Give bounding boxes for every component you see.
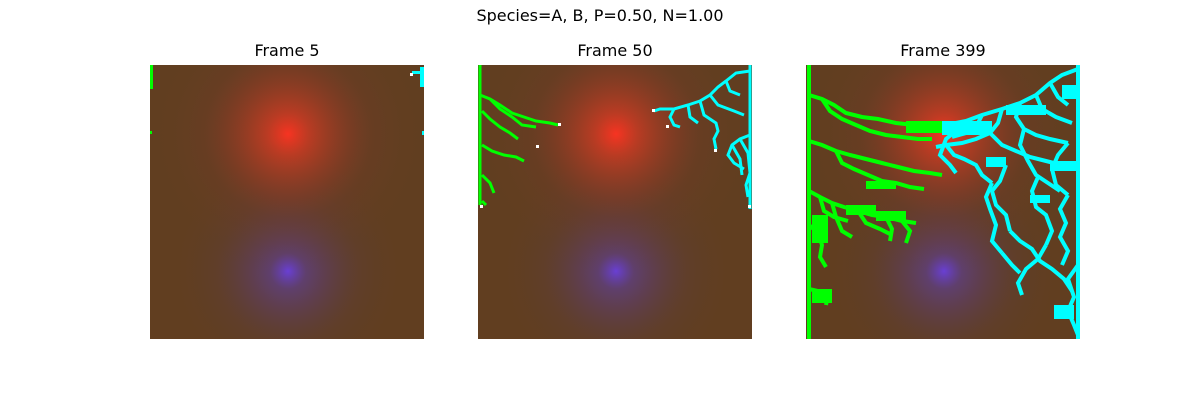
- panel-frame-5-image: [150, 65, 424, 339]
- species-b-colony: [410, 67, 424, 135]
- panel-title-frame-5: Frame 5: [254, 41, 320, 60]
- species-b-colony: [653, 65, 752, 209]
- panel-frame-50-image: [478, 65, 752, 339]
- panel-frame-399: [806, 65, 1080, 339]
- species-a-colony: [150, 65, 153, 134]
- species-b-solid-mass: [942, 85, 1078, 319]
- panel-frame-50: [478, 65, 752, 339]
- species-a-tips: [480, 123, 561, 208]
- species-a-solid-mass: [812, 121, 942, 303]
- species-b-tips: [652, 109, 751, 208]
- panel-title-frame-399: Frame 399: [900, 41, 986, 60]
- figure-suptitle: Species=A, B, P=0.50, N=1.00: [476, 6, 724, 25]
- panel-frame-399-image: [806, 65, 1080, 339]
- panel-title-frame-50: Frame 50: [577, 41, 653, 60]
- panel-frame-5: [150, 65, 424, 339]
- species-a-colony: [478, 65, 559, 207]
